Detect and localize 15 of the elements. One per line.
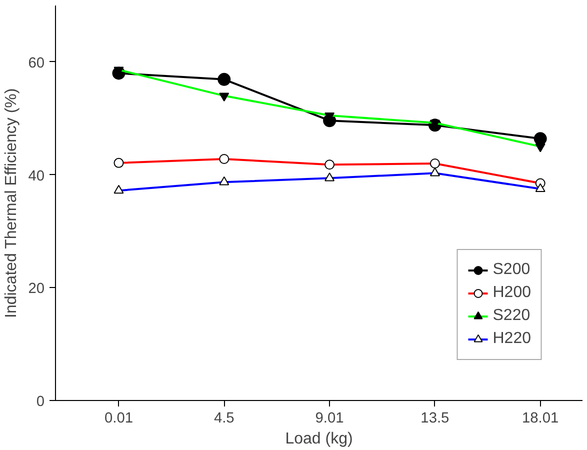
y-tick-label: 60: [28, 55, 45, 72]
x-tick-label: 13.5: [420, 410, 450, 426]
x-tick-label: 0.01: [104, 410, 134, 426]
x-tick-label: 4.5: [214, 410, 234, 426]
y-axis-title: Indicated Thermal Efficiency (%): [3, 88, 20, 318]
x-axis-title: Load (kg): [285, 430, 353, 448]
x-tick-label: 9.01: [315, 410, 344, 426]
legend-label: H220: [492, 330, 531, 348]
y-tick-label: 20: [28, 281, 45, 298]
legend-label: H200: [492, 284, 531, 302]
y-tick-label: 0: [36, 394, 45, 410]
legend-label: S220: [492, 307, 530, 325]
legend-label: S200: [492, 261, 530, 279]
x-tick-label: 18.01: [522, 410, 559, 426]
y-tick-label: 40: [28, 168, 45, 184]
